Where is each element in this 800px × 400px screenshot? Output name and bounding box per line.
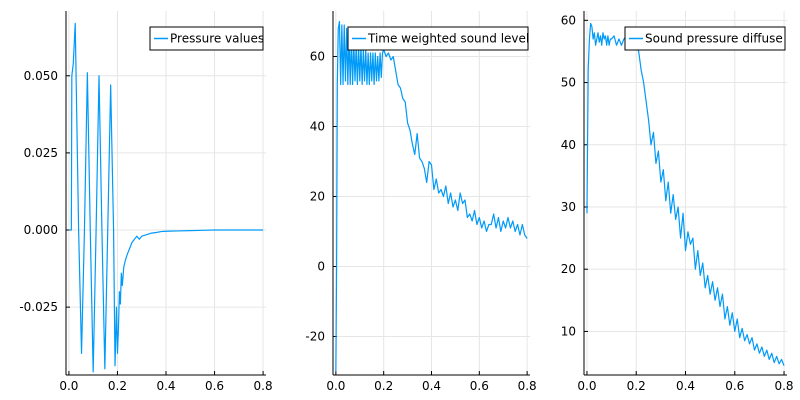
x-tick-label: 0.8 (254, 379, 273, 393)
x-tick-label: 0.4 (676, 379, 695, 393)
y-tick-label: 0.000 (24, 223, 58, 237)
legend: Time weighted sound level (347, 26, 529, 51)
y-tick-label: 0 (317, 260, 325, 274)
x-tick-label: 0.0 (326, 379, 345, 393)
x-tick-label: 0.2 (374, 379, 393, 393)
y-tick-label: -20 (305, 330, 325, 344)
legend: Pressure values (149, 26, 264, 51)
x-tick-label: 0.8 (518, 379, 537, 393)
chart-panel-1: 0.0 0.2 0.4 0.6 0.8 -0.025 0.000 0.025 0.050 Pres… (19, 11, 273, 393)
x-tick-label: 0.0 (59, 379, 78, 393)
x-tick-label: 0.0 (577, 379, 596, 393)
chart-panel-3: 0.0 0.2 0.4 0.6 0.8 10 20 30 40 50 60 Sound pressur… (561, 11, 794, 393)
series-line (586, 22, 785, 366)
y-tick-label: 0.025 (24, 146, 58, 160)
series-line (335, 20, 528, 372)
x-tick-label: 0.6 (725, 379, 744, 393)
x-tick-label: 0.4 (422, 379, 441, 393)
y-tick-label: 40 (561, 138, 576, 152)
legend-label: Time weighted sound level (367, 32, 529, 46)
legend-label: Pressure values (170, 32, 264, 46)
legend: Sound pressure diffuse (624, 26, 786, 51)
legend-box (149, 26, 264, 51)
y-tick-label: 60 (310, 50, 325, 64)
x-tick-label: 0.2 (108, 379, 127, 393)
y-tick-label: 30 (561, 200, 576, 214)
y-tick-label: 40 (310, 120, 325, 134)
y-tick-label: 20 (310, 190, 325, 204)
x-tick-label: 0.6 (470, 379, 489, 393)
x-tick-label: 0.6 (205, 379, 224, 393)
y-tick-label: 10 (561, 324, 576, 338)
chart-panel-2: 0.0 0.2 0.4 0.6 0.8 -20 0 20 40 60 Time weighted s… (305, 11, 537, 393)
legend-box (624, 26, 786, 51)
series-line (68, 22, 264, 373)
y-tick-label: 50 (561, 76, 576, 90)
y-tick-label: 60 (561, 13, 576, 27)
x-tick-label: 0.4 (156, 379, 175, 393)
x-tick-label: 0.2 (627, 379, 646, 393)
legend-box (347, 26, 529, 51)
x-tick-label: 0.8 (774, 379, 793, 393)
y-tick-label: 0.050 (24, 69, 58, 83)
y-tick-label: -0.025 (19, 300, 58, 314)
legend-label: Sound pressure diffuse (645, 32, 783, 46)
y-tick-label: 20 (561, 262, 576, 276)
